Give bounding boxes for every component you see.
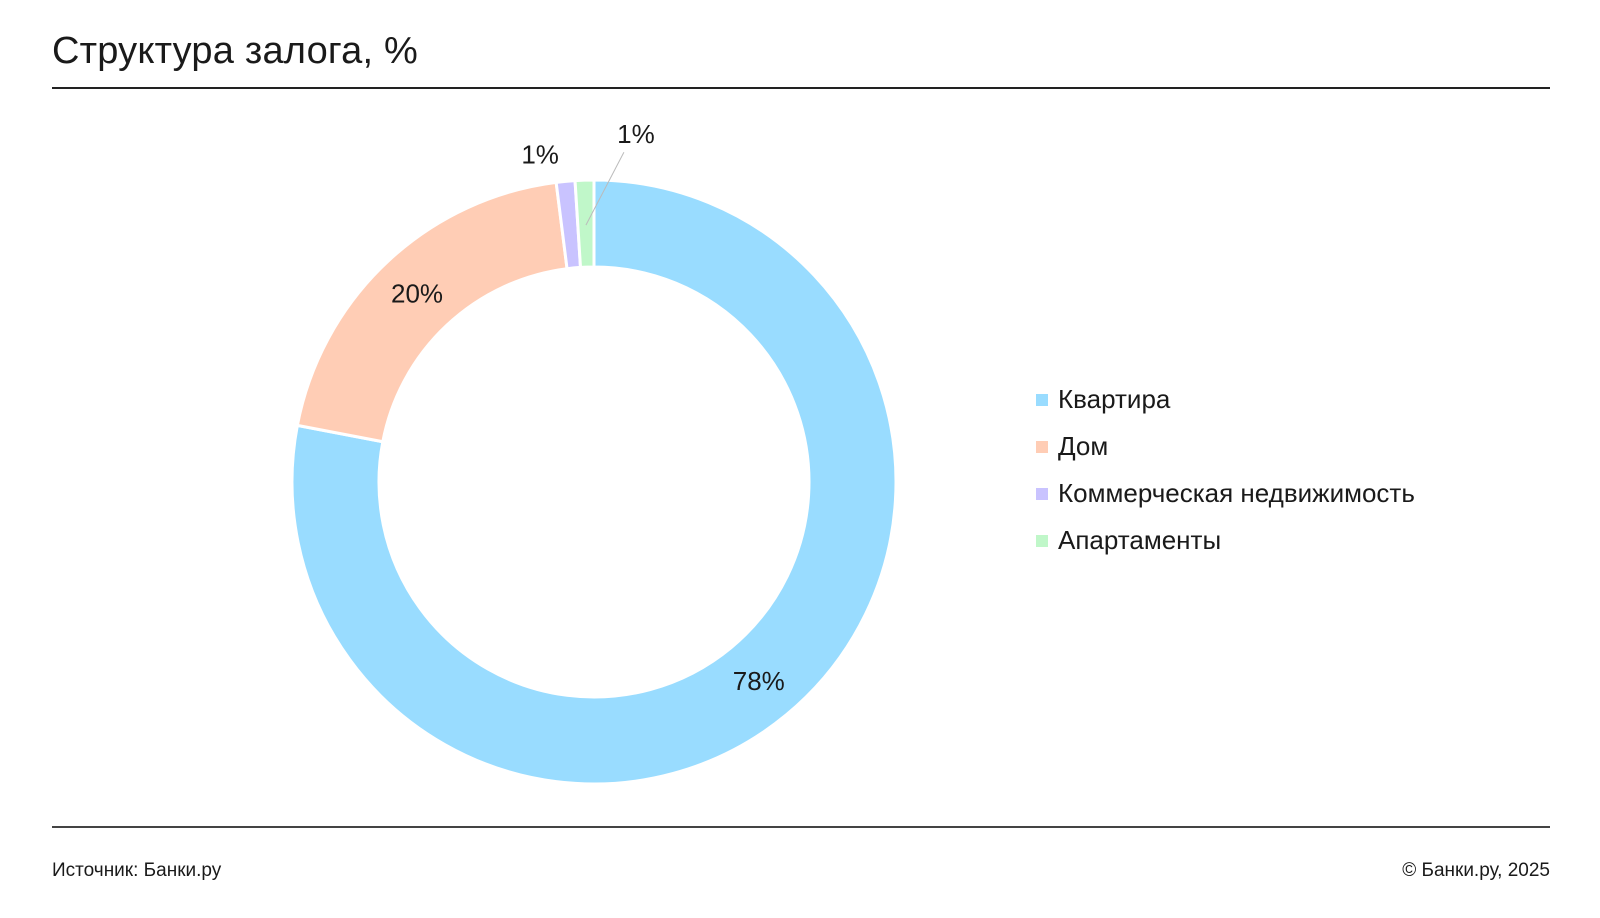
slice-leader-4 [585, 151, 625, 226]
legend-swatch [1036, 487, 1048, 500]
legend-item-3: Коммерческая недвижимость [1036, 470, 1415, 517]
legend-label: Коммерческая недвижимость [1058, 478, 1415, 508]
chart-title: Структура залога, % [52, 30, 418, 72]
slice-label-4: 1% [617, 119, 655, 149]
legend-item-1: Квартира [1036, 376, 1415, 423]
footer-divider [52, 826, 1550, 828]
legend-label: Квартира [1058, 384, 1171, 414]
legend-label: Дом [1058, 431, 1109, 461]
slices-group [290, 178, 898, 786]
legend-item-4: Апартаменты [1036, 517, 1415, 564]
title-divider [52, 87, 1550, 89]
copyright-note: © Банки.ру, 2025 [1402, 860, 1550, 881]
legend-label: Апартаменты [1058, 525, 1222, 555]
slice-label-1: 78% [733, 666, 785, 696]
slice-2 [295, 180, 569, 444]
legend-item-2: Дом [1036, 423, 1415, 470]
legend-swatch [1036, 393, 1048, 406]
slice-label-2: 20% [391, 278, 443, 308]
chart-legend: Квартира Дом Коммерческая недвижимость Апар… [1036, 376, 1415, 564]
slice-label-3: 1% [521, 139, 559, 169]
source-note: Источник: Банки.ру [52, 860, 222, 881]
slice-1 [290, 178, 898, 786]
legend-swatch [1036, 534, 1048, 547]
legend-swatch [1036, 440, 1048, 453]
slice-labels-group: 78% 20% 1% 1% [391, 119, 785, 696]
slice-4 [573, 178, 596, 270]
